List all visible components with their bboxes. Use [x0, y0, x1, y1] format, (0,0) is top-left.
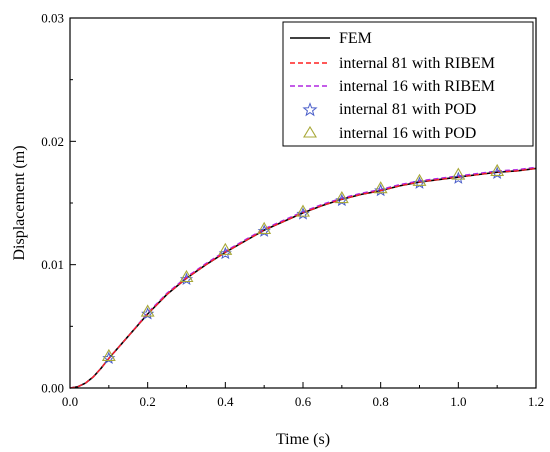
series-4-point	[296, 204, 310, 217]
x-tick-label: 0.0	[62, 394, 78, 409]
series-4-point	[451, 167, 466, 180]
y-tick-label: 0.00	[41, 381, 64, 396]
legend: FEM internal 81 with RIBEM internal 16 w…	[282, 21, 534, 147]
series-1-line	[69, 167, 537, 389]
series-2-line	[69, 166, 537, 389]
legend-label-internal16-pod: internal 16 with POD	[339, 125, 476, 142]
x-tick-label: 0.2	[140, 394, 156, 409]
legend-label-internal81-pod: internal 81 with POD	[339, 101, 476, 118]
series-layer	[69, 163, 537, 389]
ticks-layer: 0.0 0.2 0.4 0.6 0.8 1.0 1.2 0.00 0.01 0.02 0.03	[41, 11, 544, 410]
x-tick-label: 0.8	[373, 394, 389, 409]
legend-box	[282, 21, 534, 147]
series-4-point	[334, 190, 349, 204]
series-4-point	[179, 269, 194, 283]
x-tick-label: 1.0	[450, 394, 466, 409]
y-tick-label: 0.03	[41, 11, 64, 26]
y-axis-title: Displacement (m)	[11, 145, 28, 260]
series-4-point	[373, 181, 388, 194]
legend-label-internal16-ribem: internal 16 with RIBEM	[339, 78, 495, 95]
x-tick-label: 1.2	[528, 394, 544, 409]
series-4-point	[140, 304, 155, 317]
y-tick-label: 0.02	[41, 134, 64, 149]
x-axis-title: Time (s)	[276, 431, 330, 448]
series-4-point	[490, 163, 505, 176]
y-tick-label: 0.01	[41, 257, 64, 272]
legend-swatch-internal81-pod	[302, 102, 318, 117]
x-tick-label: 0.6	[295, 394, 312, 409]
legend-label-internal81-ribem: internal 81 with RIBEM	[339, 55, 495, 72]
series-4-point	[218, 242, 233, 255]
series-4-point	[257, 221, 272, 234]
legend-label-fem: FEM	[339, 30, 372, 47]
series-4-point	[101, 348, 116, 361]
legend-swatch-internal16-pod	[303, 125, 317, 138]
series-4-point	[412, 173, 427, 186]
series-0-line	[69, 167, 537, 389]
x-tick-label: 0.4	[217, 394, 234, 409]
